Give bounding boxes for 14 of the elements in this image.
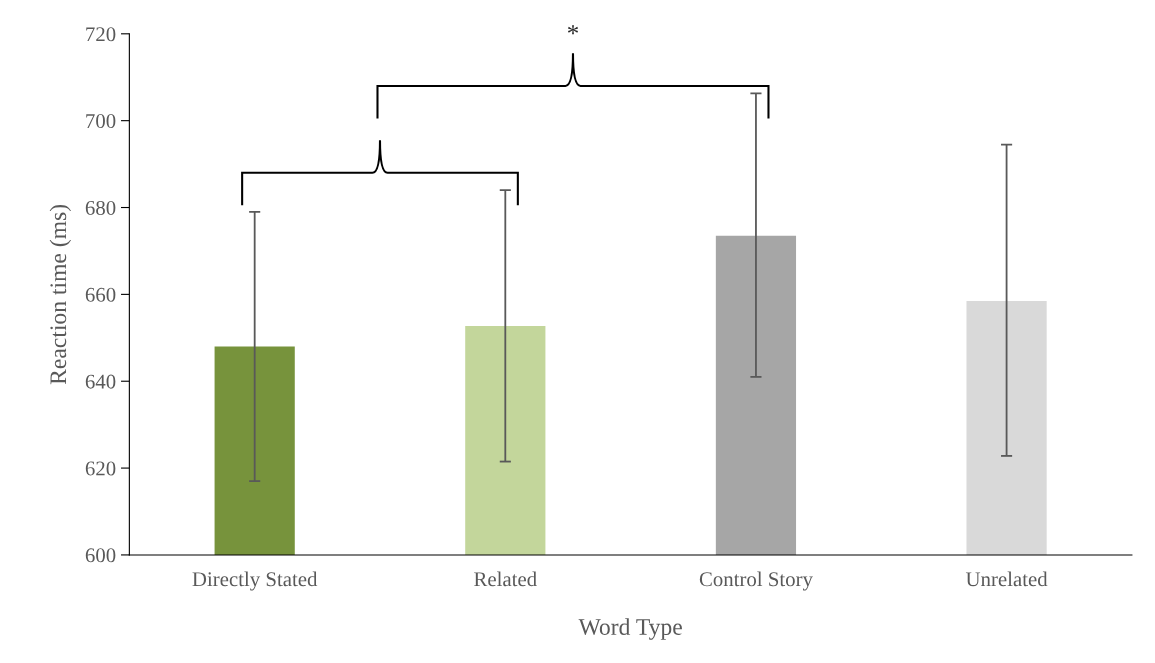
y-tick-label: 600 [85,548,116,563]
y-tick-label: 720 [86,27,116,42]
y-tick-label: 620 [85,461,116,476]
y-tick-label: 660 [85,287,116,302]
annotation: * [567,25,579,35]
y-axis-title: Reaction time (ms) [49,204,72,385]
x-tick-label: Control Story [699,571,813,591]
y-tick-label: 700 [86,114,116,129]
x-tick-label: Unrelated [965,571,1048,587]
x-tick-label: Related [474,571,537,587]
x-axis-title: Word Type [578,618,682,640]
x-tick-label: Directly Stated [192,571,318,591]
y-tick-label: 680 [85,200,116,215]
y-tick-label: 640 [85,374,116,389]
